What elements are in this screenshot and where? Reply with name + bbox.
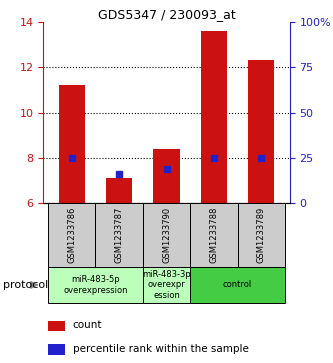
Bar <box>248 60 274 203</box>
Text: miR-483-3p
overexpr
ession: miR-483-3p overexpr ession <box>142 270 191 300</box>
Bar <box>201 31 227 203</box>
Text: control: control <box>223 281 252 289</box>
Bar <box>143 267 190 303</box>
Bar <box>48 344 66 355</box>
Text: GSM1233790: GSM1233790 <box>162 207 171 263</box>
Bar <box>190 203 237 267</box>
Bar <box>106 178 132 203</box>
Title: GDS5347 / 230093_at: GDS5347 / 230093_at <box>98 8 235 21</box>
Bar <box>237 203 285 267</box>
Text: percentile rank within the sample: percentile rank within the sample <box>73 344 249 354</box>
Bar <box>59 85 85 203</box>
Text: GSM1233787: GSM1233787 <box>115 207 124 263</box>
Bar <box>48 321 66 331</box>
Text: GSM1233786: GSM1233786 <box>67 207 76 263</box>
Bar <box>96 203 143 267</box>
Text: miR-483-5p
overexpression: miR-483-5p overexpression <box>63 275 128 295</box>
Text: GSM1233789: GSM1233789 <box>257 207 266 263</box>
Text: count: count <box>73 321 102 330</box>
Bar <box>48 203 96 267</box>
Bar <box>48 267 143 303</box>
Text: protocol: protocol <box>3 280 49 290</box>
Text: GSM1233788: GSM1233788 <box>209 207 218 263</box>
Bar <box>154 149 179 203</box>
Bar <box>190 267 285 303</box>
Bar <box>143 203 190 267</box>
